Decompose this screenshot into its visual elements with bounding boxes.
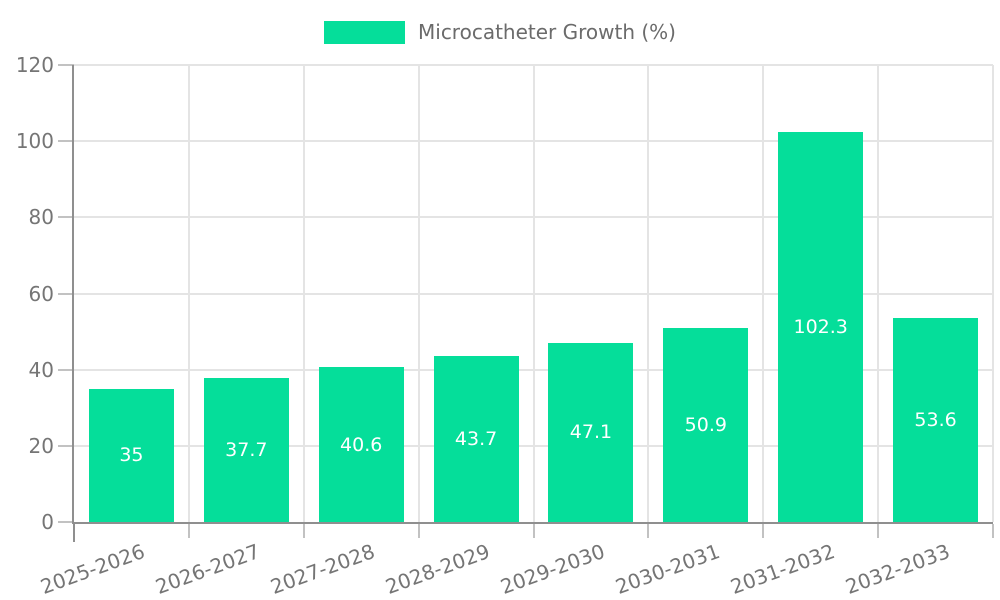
bar xyxy=(88,388,174,522)
bar-value-label: 35 xyxy=(119,444,144,467)
x-tick-label: 2032-2033 xyxy=(841,539,953,599)
y-tick xyxy=(58,521,74,523)
x-tick xyxy=(187,524,190,538)
x-tick xyxy=(73,524,75,542)
bar xyxy=(203,378,289,522)
x-tick-label: 2031-2032 xyxy=(726,539,838,599)
bar-value-label: 50.9 xyxy=(684,414,727,437)
y-tick-label: 80 xyxy=(28,205,54,230)
bar xyxy=(548,342,634,522)
v-gridline xyxy=(647,65,650,522)
bar-value-label: 53.6 xyxy=(914,408,957,431)
x-tick-label: 2030-2031 xyxy=(612,539,723,599)
bar xyxy=(663,328,749,522)
v-gridline xyxy=(187,65,190,522)
x-tick-label: 2028-2029 xyxy=(382,539,493,599)
v-gridline xyxy=(417,65,420,522)
y-tick-label: 100 xyxy=(15,129,54,154)
bar xyxy=(893,317,979,522)
x-tick xyxy=(877,524,880,538)
legend-label: Microcatheter Growth (%) xyxy=(418,20,676,44)
v-gridline xyxy=(877,65,880,522)
x-axis-line xyxy=(72,522,993,524)
bar-value-label: 40.6 xyxy=(340,433,383,456)
y-tick-label: 120 xyxy=(15,53,54,77)
x-tick xyxy=(417,524,420,538)
bar-value-label: 102.3 xyxy=(793,316,848,339)
bar-value-label: 37.7 xyxy=(225,439,268,462)
bar xyxy=(318,367,404,522)
y-tick-label: 60 xyxy=(28,281,54,306)
x-tick xyxy=(532,524,535,538)
x-tick-label: 2029-2030 xyxy=(497,539,608,599)
y-tick xyxy=(58,292,74,295)
x-tick xyxy=(302,524,305,538)
y-axis-line xyxy=(72,65,74,524)
y-tick xyxy=(58,444,74,447)
bar xyxy=(433,355,519,522)
x-tick-label: 2025-2026 xyxy=(37,539,149,599)
y-tick xyxy=(58,64,74,66)
x-tick xyxy=(992,524,994,538)
x-tick xyxy=(647,524,650,538)
y-tick-label: 20 xyxy=(28,433,54,458)
legend-swatch xyxy=(324,20,405,44)
v-gridline xyxy=(302,65,305,522)
legend: Microcatheter Growth (%) xyxy=(0,20,1000,44)
bar xyxy=(778,132,864,522)
x-tick-label: 2026-2027 xyxy=(152,539,264,599)
y-tick xyxy=(58,368,74,371)
y-tick-label: 40 xyxy=(28,357,54,382)
v-gridline xyxy=(762,65,765,522)
v-gridline xyxy=(532,65,535,522)
y-tick xyxy=(58,216,74,219)
v-gridline xyxy=(992,65,994,522)
y-tick xyxy=(58,140,74,143)
x-tick xyxy=(762,524,765,538)
y-tick-label: 0 xyxy=(41,510,54,534)
x-tick-label: 2027-2028 xyxy=(267,539,379,599)
bar-value-label: 43.7 xyxy=(454,427,498,450)
bar-value-label: 47.1 xyxy=(569,421,613,444)
